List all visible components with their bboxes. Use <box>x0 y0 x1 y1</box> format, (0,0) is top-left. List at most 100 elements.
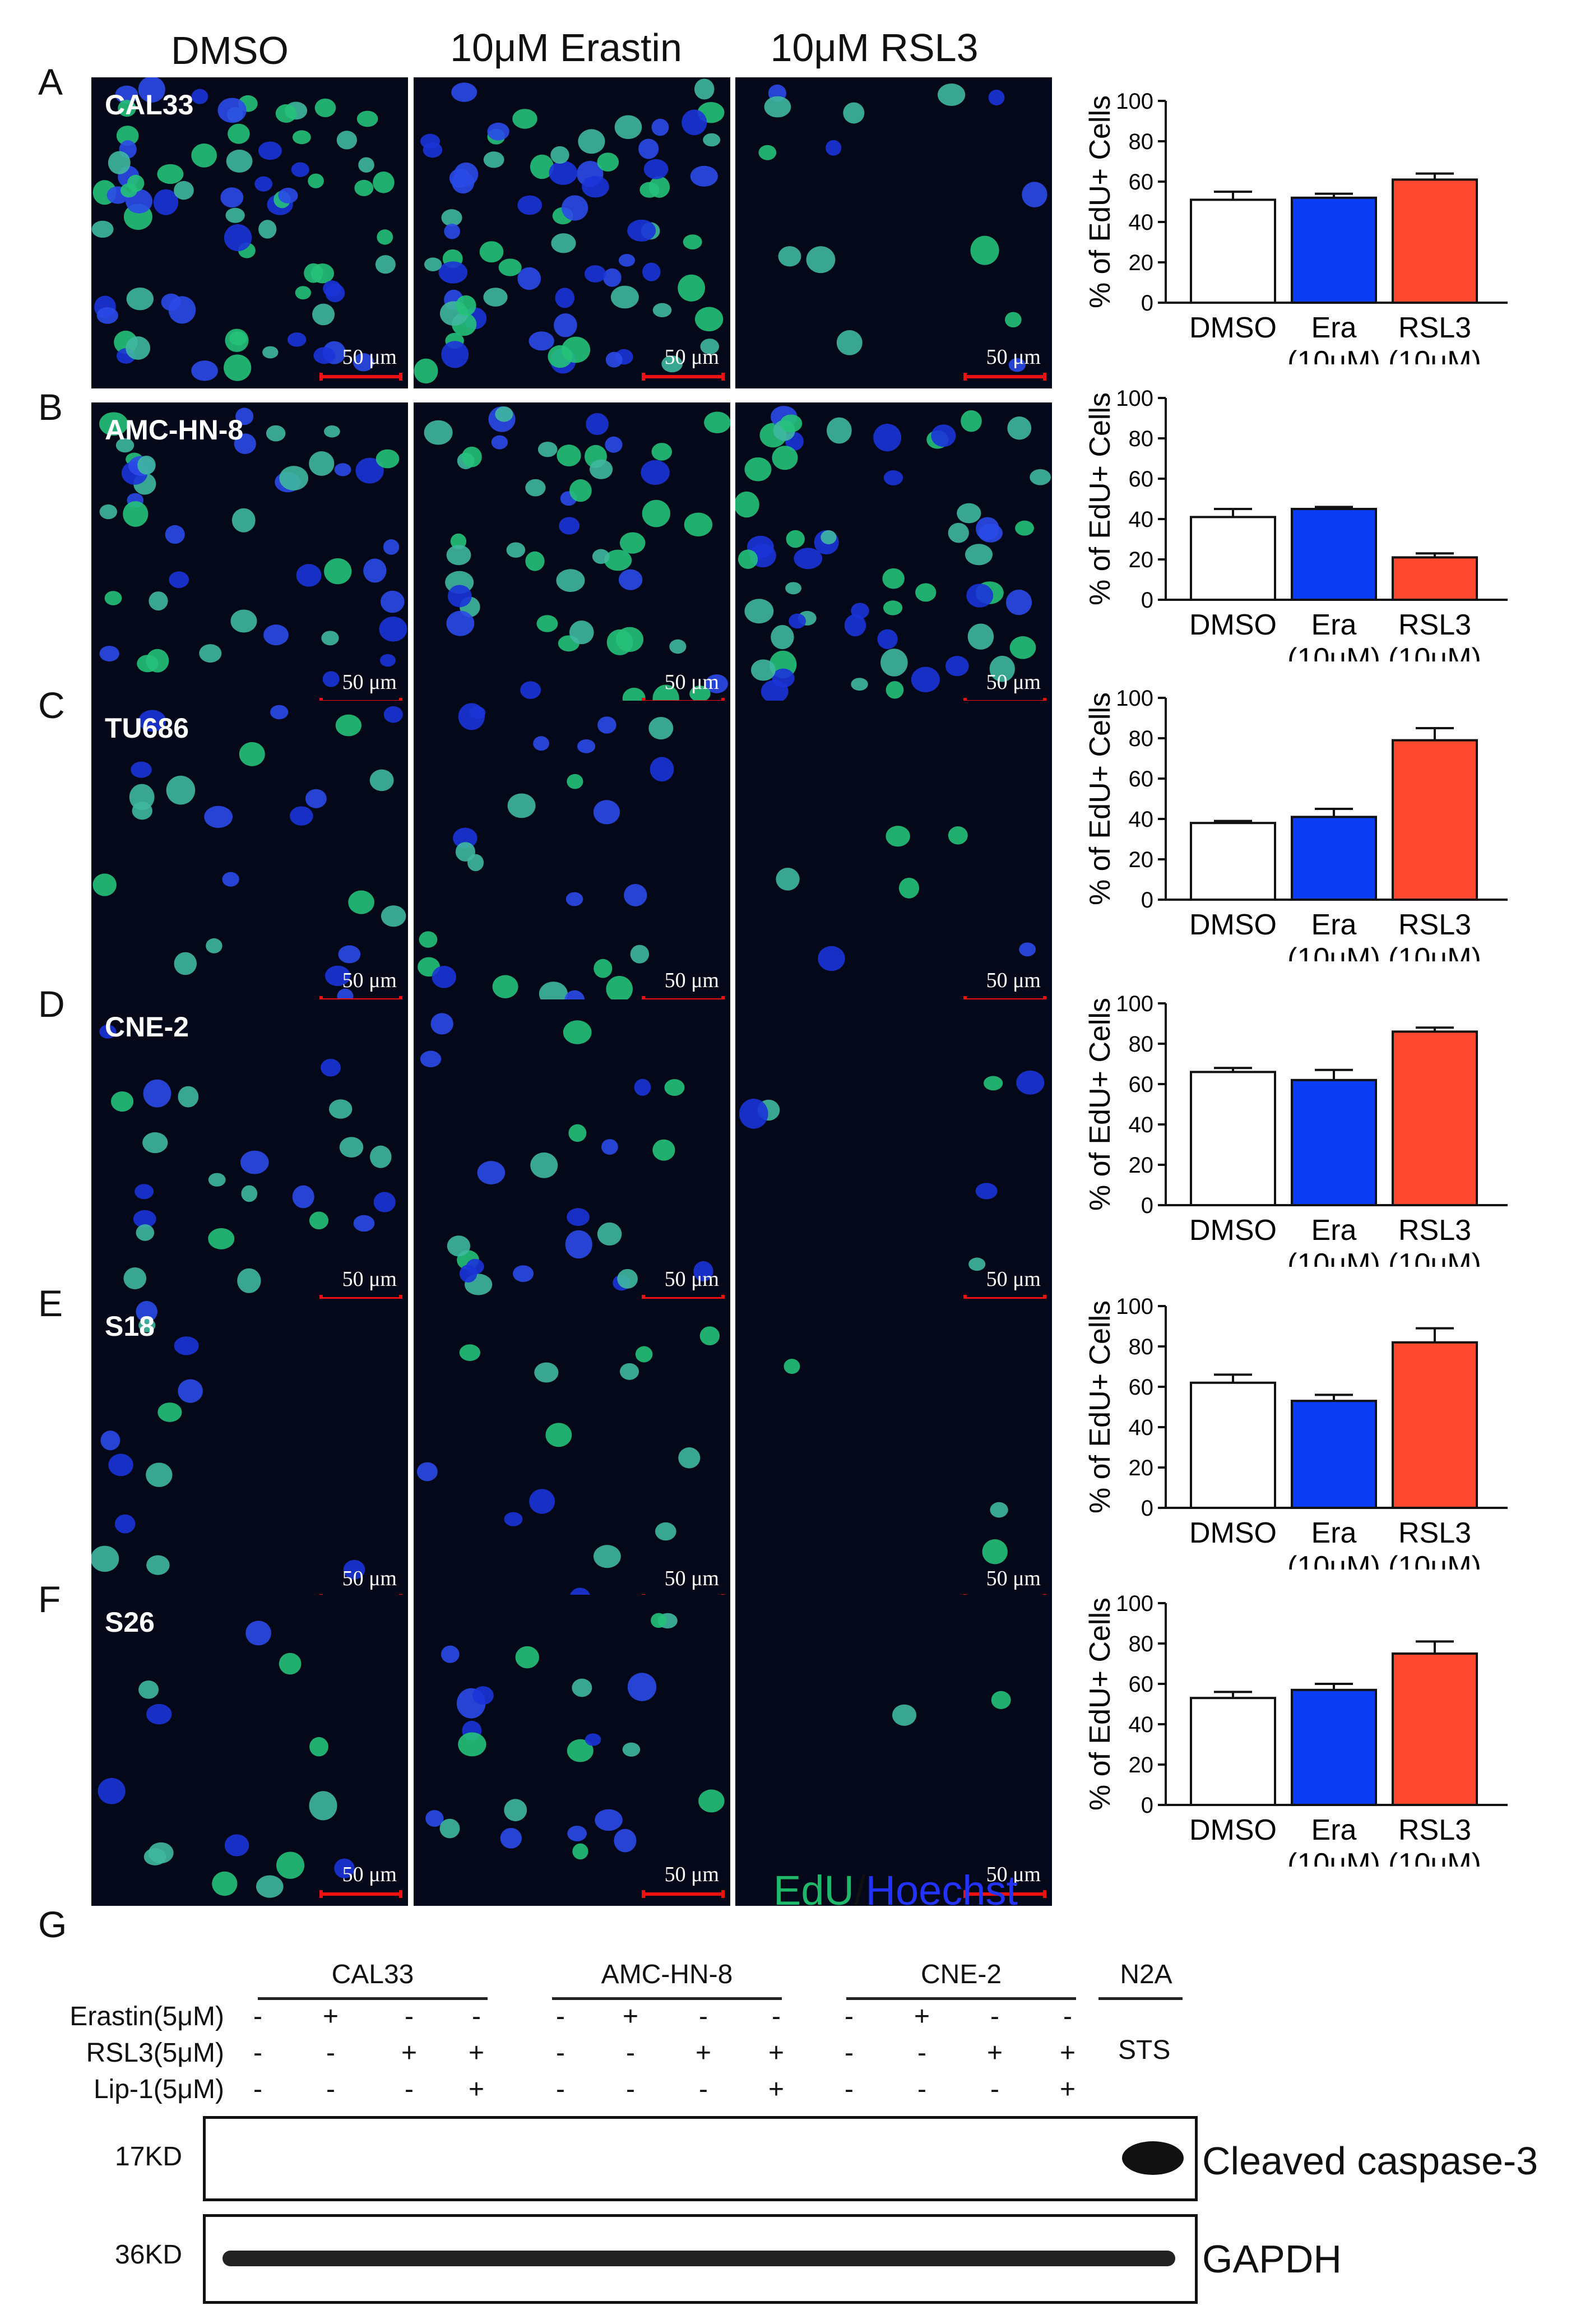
y-tick-label: 0 <box>1141 1793 1153 1818</box>
treatment-mark: - <box>253 2038 262 2068</box>
treatment-mark: + <box>768 2038 785 2068</box>
panel-letter-C: C <box>38 684 65 726</box>
nucleus <box>966 584 994 608</box>
nucleus <box>377 229 393 245</box>
treatment-mark: - <box>772 2002 781 2031</box>
nucleus <box>458 1732 486 1757</box>
protein-label: Cleaved caspase-3 <box>1202 2139 1538 2183</box>
nucleus <box>108 1453 133 1476</box>
nucleus <box>567 1826 587 1841</box>
y-tick-label: 20 <box>1129 548 1154 572</box>
x-tick-label: DMSO <box>1189 312 1277 344</box>
nucleus <box>479 241 504 263</box>
x-tick-label: (10μM) <box>1287 345 1380 364</box>
nucleus <box>292 1185 314 1209</box>
nucleus <box>126 287 154 311</box>
scale-bar-label: 50 μm <box>986 670 1041 694</box>
nucleus <box>278 187 298 203</box>
molecular-weight: 36KD <box>115 2240 183 2270</box>
nucleus <box>661 355 683 373</box>
nucleus <box>99 1025 117 1039</box>
bar <box>1190 1381 1276 1509</box>
scale-bar-label: 50 μm <box>342 1267 397 1291</box>
nucleus <box>212 1871 238 1896</box>
nucleus <box>1019 942 1036 957</box>
nucleus <box>312 303 335 326</box>
nucleus <box>338 945 361 964</box>
nucleus <box>137 655 159 673</box>
nucleus <box>235 408 254 425</box>
group-underline <box>258 1997 488 2000</box>
nucleus <box>99 412 128 436</box>
nucleus <box>597 1222 622 1246</box>
treatment-mark: + <box>986 2038 1003 2068</box>
nucleus <box>821 530 837 544</box>
panel-letter-F: F <box>38 1578 61 1620</box>
micrograph: S18 50 μm <box>91 1299 408 1610</box>
micrograph: 50 μm <box>735 77 1052 388</box>
nucleus <box>116 126 139 146</box>
micrograph-cells <box>99 1025 396 1293</box>
nucleus <box>419 931 438 948</box>
nucleus <box>530 154 554 179</box>
nucleus <box>678 274 706 302</box>
nucleus <box>241 1185 258 1202</box>
nucleus <box>898 877 920 899</box>
nucleus <box>976 517 999 541</box>
nucleus <box>174 1336 199 1355</box>
y-tick-label: 40 <box>1129 1113 1154 1137</box>
nucleus <box>780 414 803 433</box>
nucleus <box>92 873 117 896</box>
nucleus <box>287 332 307 347</box>
nucleus <box>603 268 622 287</box>
nucleus <box>292 130 311 145</box>
nucleus <box>693 1261 713 1282</box>
nucleus <box>572 1843 588 1860</box>
nucleus <box>263 624 289 646</box>
nucleus <box>161 293 181 311</box>
y-axis-label: % of EdU+ Cells <box>1084 1300 1116 1513</box>
nucleus <box>618 569 643 590</box>
nucleus <box>491 435 508 450</box>
nucleus <box>104 591 122 605</box>
nucleus <box>554 313 577 337</box>
nucleus <box>504 1512 523 1526</box>
nucleus <box>556 569 585 592</box>
nucleus <box>517 195 543 215</box>
nucleus <box>605 436 623 453</box>
cell-line-label: S18 <box>105 1311 155 1342</box>
nucleus <box>446 610 475 636</box>
treatment-mark: - <box>990 2002 999 2031</box>
nucleus <box>789 613 806 629</box>
nucleus <box>373 172 395 193</box>
nucleus <box>610 285 639 309</box>
nucleus <box>309 1791 337 1821</box>
scale-bar-label: 50 μm <box>664 969 719 992</box>
y-tick-label: 100 <box>1116 686 1153 711</box>
nucleus <box>447 585 472 608</box>
nucleus <box>669 639 687 654</box>
nucleus <box>642 499 670 527</box>
column-header-dmso: DMSO <box>171 29 289 72</box>
nucleus <box>642 262 661 281</box>
micrograph-cells <box>420 1013 713 1295</box>
y-tick-label: 60 <box>1129 467 1154 492</box>
nucleus <box>138 1680 159 1699</box>
y-tick-label: 0 <box>1141 291 1153 316</box>
nucleus <box>618 254 636 267</box>
nucleus <box>750 659 776 681</box>
x-tick-label: (10μM) <box>1388 1248 1481 1267</box>
y-tick-label: 20 <box>1129 1456 1154 1480</box>
nucleus <box>136 1224 155 1241</box>
nucleus <box>414 358 438 384</box>
nucleus <box>606 975 633 1002</box>
y-tick-label: 100 <box>1116 1294 1153 1319</box>
treatment-mark: - <box>1063 2002 1072 2031</box>
nucleus <box>343 1559 365 1580</box>
nucleus <box>948 826 968 845</box>
treatment-mark: - <box>845 2075 854 2104</box>
nucleus <box>136 1300 157 1322</box>
nucleus <box>968 1257 986 1271</box>
